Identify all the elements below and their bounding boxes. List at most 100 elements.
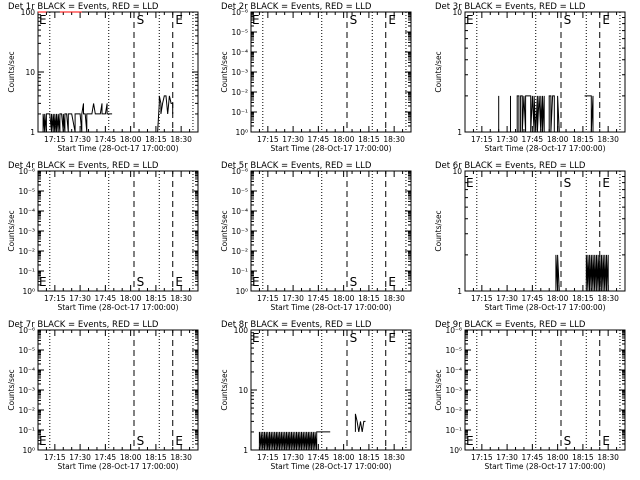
x-tick-label: 17:15 bbox=[471, 135, 493, 144]
y-tick-label: 10⁻¹ bbox=[18, 426, 35, 435]
y-tick-label: 10⁰ bbox=[235, 287, 248, 296]
x-tick-label: 18:00 bbox=[333, 135, 355, 144]
event-marker-e: E bbox=[466, 176, 474, 190]
x-tick-label: 17:15 bbox=[44, 453, 66, 462]
detector-panel: Det 1r BLACK = Events, RED = LLD 1 10 100 Co… bbox=[7, 2, 199, 153]
events-series-line bbox=[157, 95, 174, 133]
y-tick-label: 10⁻² bbox=[231, 247, 248, 256]
y-tick-label: 10⁻³ bbox=[18, 227, 35, 236]
x-tick-label: 18:15 bbox=[145, 135, 167, 144]
panel-title: Det 8r BLACK = Events, RED = LLD bbox=[221, 320, 372, 330]
detector-panel: Det 6r BLACK = Events, RED = LLD 1 10 Count… bbox=[434, 161, 626, 312]
x-tick-label: 17:15 bbox=[257, 453, 279, 462]
x-tick-label: 18:15 bbox=[145, 294, 167, 303]
x-tick-label: 17:30 bbox=[69, 135, 91, 144]
x-tick-label: 17:30 bbox=[69, 453, 91, 462]
y-tick-label: 10⁻⁶ bbox=[18, 167, 35, 176]
y-tick-label: 10⁻³ bbox=[18, 386, 35, 395]
y-tick-label: 100 bbox=[21, 8, 36, 17]
event-marker-e: E bbox=[602, 13, 610, 27]
detector-panel: Det 5r BLACK = Events, RED = LLD 10⁰ 10⁻¹ 1… bbox=[220, 161, 412, 312]
y-axis-label: Counts/sec bbox=[434, 51, 443, 92]
x-tick-label: 18:00 bbox=[547, 294, 569, 303]
x-axis-label: Start Time (28-Oct-17 17:00:00) bbox=[270, 303, 391, 312]
x-tick-label: 17:45 bbox=[95, 294, 117, 303]
panel-title: Det 5r BLACK = Events, RED = LLD bbox=[221, 161, 372, 171]
x-axis-label: Start Time (28-Oct-17 17:00:00) bbox=[484, 303, 605, 312]
y-tick-label: 10⁻¹ bbox=[231, 267, 248, 276]
x-tick-label: 17:15 bbox=[257, 294, 279, 303]
event-marker-e: E bbox=[175, 275, 183, 289]
y-tick-label: 10⁻³ bbox=[231, 227, 248, 236]
y-tick-label: 10⁻⁶ bbox=[231, 8, 248, 17]
y-tick-label: 10⁻⁶ bbox=[18, 326, 35, 335]
event-marker-e: E bbox=[175, 13, 183, 27]
events-series-line bbox=[42, 103, 113, 133]
x-tick-label: 17:30 bbox=[496, 294, 518, 303]
x-tick-label: 17:45 bbox=[522, 135, 544, 144]
x-tick-label: 17:30 bbox=[282, 135, 304, 144]
y-tick-label: 10⁻⁴ bbox=[18, 207, 35, 216]
y-tick-label: 10 bbox=[452, 8, 462, 17]
event-marker-e: E bbox=[39, 434, 47, 448]
x-tick-label: 18:15 bbox=[358, 453, 380, 462]
x-tick-label: 18:30 bbox=[170, 294, 192, 303]
y-tick-label: 10⁰ bbox=[22, 446, 35, 455]
event-marker-s: S bbox=[350, 331, 358, 345]
x-tick-label: 17:15 bbox=[44, 135, 66, 144]
detector-panel: Det 9r BLACK = Events, RED = LLD 10⁰ 10⁻¹ 1… bbox=[434, 320, 626, 471]
x-axis-label: Start Time (28-Oct-17 17:00:00) bbox=[57, 462, 178, 471]
events-series-line bbox=[548, 95, 560, 133]
x-tick-label: 18:00 bbox=[120, 453, 142, 462]
event-marker-e: E bbox=[388, 13, 396, 27]
x-tick-label: 17:15 bbox=[471, 453, 493, 462]
x-tick-label: 18:30 bbox=[383, 294, 405, 303]
x-tick-label: 18:15 bbox=[572, 294, 594, 303]
x-axis-label: Start Time (28-Oct-17 17:00:00) bbox=[484, 144, 605, 153]
event-marker-s: S bbox=[350, 275, 358, 289]
y-axis-label: Counts/sec bbox=[220, 369, 229, 410]
x-tick-label: 17:30 bbox=[282, 294, 304, 303]
y-tick-label: 10⁻⁵ bbox=[231, 187, 248, 196]
events-series-line bbox=[584, 95, 594, 133]
y-tick-label: 10⁻⁴ bbox=[231, 207, 248, 216]
x-tick-label: 18:15 bbox=[572, 135, 594, 144]
panel-title: Det 1r BLACK = Events, RED = LLD bbox=[8, 2, 159, 12]
plot-frame bbox=[250, 170, 412, 292]
event-marker-s: S bbox=[137, 434, 145, 448]
y-tick-label: 10⁻² bbox=[18, 247, 35, 256]
events-series-line bbox=[555, 254, 560, 292]
events-series-line bbox=[585, 254, 609, 292]
y-tick-label: 100 bbox=[234, 326, 249, 335]
event-marker-e: E bbox=[175, 434, 183, 448]
y-axis-label: Counts/sec bbox=[7, 51, 16, 92]
y-tick-label: 1 bbox=[243, 446, 248, 455]
panel-title: Det 6r BLACK = Events, RED = LLD bbox=[435, 161, 586, 171]
y-axis-label: Counts/sec bbox=[220, 210, 229, 251]
y-tick-label: 10⁻¹ bbox=[445, 426, 462, 435]
y-tick-label: 10⁻² bbox=[18, 406, 35, 415]
plot-frame bbox=[464, 170, 626, 292]
y-tick-label: 10⁻⁵ bbox=[18, 346, 35, 355]
event-marker-e: E bbox=[388, 331, 396, 345]
y-tick-label: 10 bbox=[238, 386, 248, 395]
detector-panel: Det 8r BLACK = Events, RED = LLD 1 10 100 Co… bbox=[220, 320, 412, 471]
detector-panel: Det 3r BLACK = Events, RED = LLD 1 10 Count… bbox=[434, 2, 626, 153]
x-axis-label: Start Time (28-Oct-17 17:00:00) bbox=[270, 144, 391, 153]
event-marker-s: S bbox=[564, 434, 572, 448]
event-marker-e: E bbox=[252, 275, 260, 289]
plot-frame bbox=[464, 11, 626, 133]
panel-title: Det 9r BLACK = Events, RED = LLD bbox=[435, 320, 586, 330]
x-tick-label: 17:45 bbox=[95, 135, 117, 144]
events-series-line bbox=[258, 431, 331, 451]
x-tick-label: 18:30 bbox=[383, 453, 405, 462]
plot-frame bbox=[37, 170, 199, 292]
y-tick-label: 1 bbox=[457, 287, 462, 296]
x-tick-label: 17:45 bbox=[95, 453, 117, 462]
events-series-line bbox=[498, 95, 545, 133]
y-tick-label: 1 bbox=[457, 128, 462, 137]
x-tick-label: 18:00 bbox=[333, 294, 355, 303]
x-tick-label: 17:45 bbox=[522, 294, 544, 303]
x-tick-label: 18:00 bbox=[333, 453, 355, 462]
